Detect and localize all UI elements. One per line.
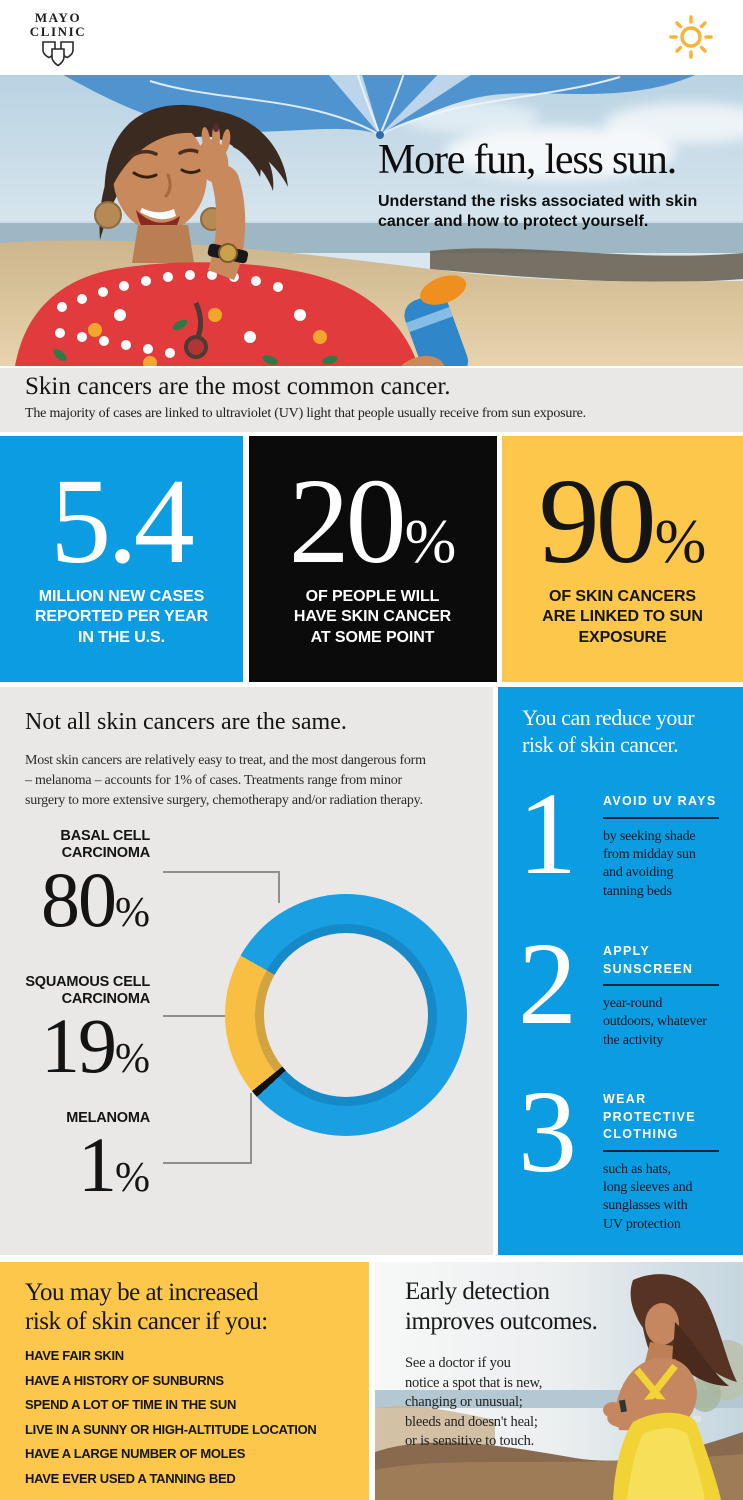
step-divider (603, 816, 719, 819)
floral-pattern (53, 308, 338, 366)
clouds (400, 101, 743, 179)
step-number: 1 (518, 768, 577, 899)
risk-item: HAVE EVER USED A TANNING BED (25, 1470, 236, 1486)
risk-factors-box: You may be at increased risk of skin can… (0, 1262, 369, 1500)
detection-photo (375, 1262, 743, 1500)
hero-photo (0, 75, 743, 366)
stat-label: OF PEOPLE WILL HAVE SKIN CANCER AT SOME … (293, 587, 452, 646)
connector-line (163, 1162, 252, 1164)
connector-line (163, 1015, 225, 1017)
woman-in-yellow-dress-illustration (603, 1274, 737, 1500)
step-title: WEAR PROTECTIVE CLOTHING (603, 1092, 696, 1141)
chart-label-percent: 80% (0, 860, 150, 938)
hero-text-block: More fun, less sun. Understand the risks… (378, 137, 740, 233)
risk-item: LIVE IN A SUNNY OR HIGH-ALTITUDE LOCATIO… (25, 1421, 317, 1437)
risk-item: HAVE A HISTORY OF SUNBURNS (25, 1372, 224, 1388)
intro-subheading: The majority of cases are linked to ultr… (25, 406, 586, 421)
chart-percent-number: 19 (41, 1001, 117, 1089)
chart-label-melanoma: MELANOMA 1% (0, 1110, 150, 1203)
types-heading: Not all skin cancers are the same. (25, 709, 347, 735)
stat-unit: % (654, 507, 707, 576)
detection-heading: Early detection improves outcomes. (405, 1278, 598, 1335)
step-body: such as hats, long sleeves and sunglasse… (603, 1161, 693, 1232)
reduce-heading: You can reduce your risk of skin cancer. (522, 705, 695, 757)
step-content: AVOID UV RAYS by seeking shade from midd… (603, 793, 719, 901)
step-body: by seeking shade from midday sun and avo… (603, 828, 696, 899)
risk-heading: You may be at increased risk of skin can… (25, 1279, 268, 1335)
step-number: 3 (518, 1066, 577, 1197)
early-detection-section: Early detection improves outcomes. See a… (375, 1262, 743, 1500)
mayo-clinic-logo: MAYO CLINIC (25, 11, 91, 72)
chart-percent-number: 1 (78, 1120, 117, 1208)
percent-sign: % (115, 1035, 150, 1082)
detection-body: See a doctor if you notice a spot that i… (405, 1355, 543, 1450)
sun-icon (667, 13, 715, 61)
stat-label: MILLION NEW CASES REPORTED PER YEAR IN T… (34, 587, 209, 646)
chart-label-name: SQUAMOUS CELL CARCINOMA (25, 974, 150, 1007)
step-divider (603, 1149, 719, 1152)
stats-row: 5.4 MILLION NEW CASES REPORTED PER YEAR … (0, 436, 743, 682)
step-title: APPLY SUNSCREEN (603, 944, 694, 976)
stat-value: 20% (288, 453, 457, 589)
connector-line (278, 871, 280, 903)
hero-title: More fun, less sun. (378, 137, 677, 183)
mayo-clinic-wordmark: MAYO CLINIC (29, 10, 87, 39)
step-wear-clothing: 3 WEAR PROTECTIVE CLOTHING such as hats,… (518, 1073, 719, 1234)
stat-value: 90% (538, 453, 707, 589)
risk-item: SPEND A LOT OF TIME IN THE SUN (25, 1397, 237, 1412)
risk-item: HAVE A LARGE NUMBER OF MOLES (25, 1446, 246, 1461)
woman-applying-sunscreen-illustration (15, 104, 469, 366)
mayo-three-shields-icon (42, 41, 74, 67)
chart-label-name: BASAL CELL CARCINOMA (60, 828, 150, 861)
step-body: year-round outdoors, whatever the activi… (603, 996, 707, 1048)
connector-line (163, 871, 280, 873)
stat-box-people-affected: 20% OF PEOPLE WILL HAVE SKIN CANCER AT S… (248, 436, 497, 682)
stat-box-sun-linked: 90% OF SKIN CANCERS ARE LINKED TO SUN EX… (502, 436, 743, 682)
chart-label-name: MELANOMA (66, 1110, 150, 1126)
risk-list: HAVE FAIR SKIN HAVE A HISTORY OF SUNBURN… (25, 1349, 317, 1496)
connector-line (250, 1093, 252, 1164)
step-divider (603, 984, 719, 986)
intro-band: Skin cancers are the most common cancer.… (0, 368, 743, 432)
chart-percent-number: 80 (41, 855, 117, 943)
chart-label-percent: 19% (0, 1006, 150, 1084)
types-body: Most skin cancers are relatively easy to… (25, 753, 426, 808)
step-number: 2 (518, 918, 577, 1049)
reduce-risk-panel: You can reduce your risk of skin cancer.… (498, 687, 743, 1255)
step-avoid-uv: 1 AVOID UV RAYS by seeking shade from mi… (518, 775, 719, 901)
percent-sign: % (115, 889, 150, 936)
chart-label-basal: BASAL CELL CARCINOMA 80% (0, 828, 150, 938)
step-title: AVOID UV RAYS (603, 794, 717, 808)
chart-label-squamous: SQUAMOUS CELL CARCINOMA 19% (0, 974, 150, 1084)
stat-unit: % (404, 507, 457, 576)
step-apply-sunscreen: 2 APPLY SUNSCREEN year-round outdoors, w… (518, 925, 719, 1050)
stat-number: 20 (288, 453, 407, 589)
stat-value: 5.4 (50, 453, 194, 589)
header: MAYO CLINIC (0, 0, 743, 75)
pompom-trim (55, 270, 283, 358)
hero-section: More fun, less sun. Understand the risks… (0, 75, 743, 366)
intro-heading: Skin cancers are the most common cancer. (25, 373, 451, 400)
stat-number: 90 (538, 453, 657, 589)
wristwatch (207, 243, 249, 264)
stat-box-new-cases: 5.4 MILLION NEW CASES REPORTED PER YEAR … (0, 436, 243, 682)
stat-number: 5.4 (50, 453, 194, 589)
stat-label: OF SKIN CANCERS ARE LINKED TO SUN EXPOSU… (542, 587, 703, 646)
step-content: WEAR PROTECTIVE CLOTHING such as hats, l… (603, 1091, 719, 1234)
risk-item: HAVE FAIR SKIN (25, 1348, 124, 1363)
donut-hole (264, 933, 428, 1097)
types-section: Not all skin cancers are the same. Most … (0, 687, 493, 1255)
hero-subtitle: Understand the risks associated with ski… (378, 192, 698, 231)
percent-sign: % (115, 1154, 150, 1201)
chart-label-percent: 1% (0, 1125, 150, 1203)
step-content: APPLY SUNSCREEN year-round outdoors, wha… (603, 943, 719, 1050)
